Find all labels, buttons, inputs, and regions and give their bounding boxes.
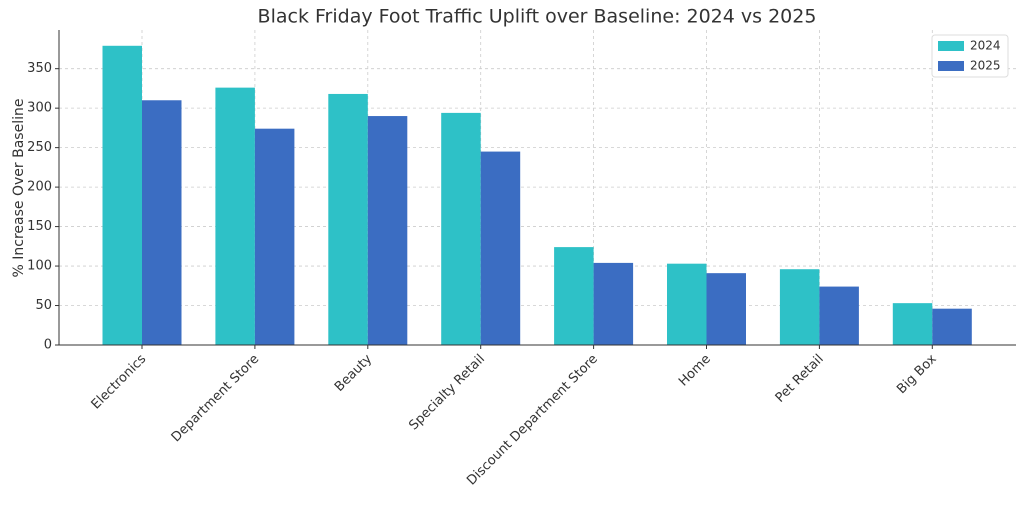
bar (367, 116, 408, 345)
y-axis-label: % Increase Over Baseline (11, 99, 27, 278)
y-tick-label: 0 (44, 338, 52, 353)
bar (215, 87, 255, 345)
x-tick-label: Big Box (894, 351, 940, 397)
legend-text: 2025 (970, 59, 1001, 73)
bar (593, 262, 634, 345)
bar (667, 263, 707, 345)
bar (142, 100, 182, 346)
bar (932, 308, 972, 345)
legend-swatch (938, 61, 964, 71)
bar (102, 45, 142, 345)
bar (892, 303, 933, 345)
x-tick-label: Pet Retail (773, 352, 827, 406)
legend: 2024 2025 (931, 34, 1009, 78)
y-tick-label: 50 (35, 298, 52, 313)
x-tick-label: Beauty (332, 351, 375, 394)
x-tick-label: Electronics (89, 352, 150, 413)
y-tick-label: 100 (27, 259, 52, 274)
bar (328, 93, 368, 346)
bar (441, 112, 481, 345)
bar (480, 151, 521, 345)
x-tick-label: Home (676, 352, 714, 390)
bar (254, 128, 295, 345)
bar (706, 273, 746, 345)
legend-text: 2024 (970, 39, 1001, 53)
x-tick-label: Discount Department Store (464, 352, 601, 489)
y-tick-label: 300 (27, 101, 52, 116)
y-tick-label: 250 (27, 140, 52, 155)
legend-swatch (938, 41, 964, 51)
bar (554, 247, 594, 345)
bar (779, 269, 820, 345)
bar (819, 286, 859, 345)
x-tick-label: Department Store (169, 352, 262, 445)
chart-title: Black Friday Foot Traffic Uplift over Ba… (258, 6, 817, 28)
y-tick-label: 200 (27, 180, 52, 195)
y-tick-label: 150 (27, 219, 52, 234)
x-tick-label: Specialty Retail (406, 352, 488, 434)
y-tick-label: 350 (27, 61, 52, 76)
